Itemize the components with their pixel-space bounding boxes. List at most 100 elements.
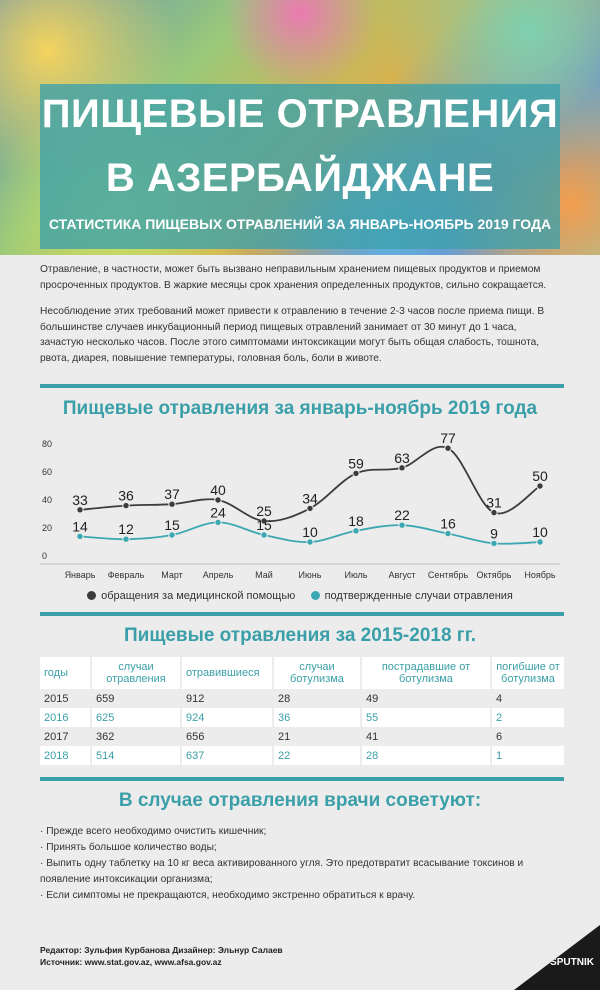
table-cell: 28 — [360, 746, 491, 765]
list-item: · Если симптомы не прекращаются, необход… — [40, 890, 416, 901]
data-label: 40 — [210, 482, 226, 498]
table-cell: 2017 — [40, 727, 91, 746]
divider-3 — [40, 777, 564, 781]
data-label: 33 — [72, 492, 88, 508]
table-cell: 4 — [490, 689, 564, 708]
data-label: 9 — [490, 525, 498, 541]
data-label: 16 — [440, 516, 456, 532]
list-item: · Выпить одну таблетку на 10 кг веса акт… — [40, 858, 524, 885]
data-label: 10 — [532, 524, 548, 540]
data-label: 34 — [302, 490, 318, 506]
table-cell: 924 — [180, 708, 273, 727]
table-row: 2018 514 637 22 28 1 — [40, 746, 564, 765]
data-point — [122, 535, 130, 543]
chart-title: Пищевые отравления за январь-ноябрь 2019… — [62, 398, 538, 419]
x-tick-label: Июнь — [299, 570, 322, 580]
list-item: · Прежде всего необходимо очистить кишеч… — [40, 826, 267, 837]
legend-dot-dark — [87, 591, 97, 600]
logo-text: SPUTNIK — [550, 957, 594, 968]
table-cell: 49 — [360, 689, 491, 708]
table-cell: 28 — [272, 689, 361, 708]
x-tick-label: Июль — [345, 570, 368, 580]
data-point — [398, 464, 406, 472]
data-point — [76, 506, 84, 514]
advice-list: · Прежде всего необходимо очистить кишеч… — [40, 824, 560, 904]
x-tick-label: Май — [255, 570, 273, 580]
table-cell: 656 — [180, 727, 273, 746]
table-title: Пищевые отравления за 2015-2018 гг. — [123, 625, 477, 646]
data-point — [444, 529, 452, 538]
y-tick-label: 80 — [42, 439, 52, 449]
header-banner: ПИЩЕВЫЕ ОТРАВЛЕНИЯ В АЗЕРБАЙДЖАНЕ СТАТИС… — [0, 0, 600, 255]
table-header-row: годы случаи отравления отравившиеся случ… — [40, 657, 564, 689]
data-point — [168, 500, 176, 508]
data-point — [260, 517, 268, 525]
data-point — [306, 504, 314, 513]
data-label: 59 — [348, 455, 364, 471]
data-label: 63 — [394, 450, 410, 466]
page-title-line2: В АЗЕРБАЙДЖАНЕ — [105, 156, 495, 200]
legend-label-1: обращения за медицинской помощью — [101, 590, 296, 602]
data-point — [352, 469, 360, 478]
col-header: погибшие от ботулизма — [490, 657, 564, 689]
data-point — [352, 527, 360, 535]
page-subtitle: СТАТИСТИКА ПИЩЕВЫХ ОТРАВЛЕНИЙ ЗА ЯНВАРЬ-… — [48, 216, 552, 232]
data-label: 15 — [256, 517, 272, 533]
data-point — [76, 532, 84, 541]
intro-paragraph-1: Отравление, в частности, может быть вызв… — [40, 264, 547, 291]
data-label: 10 — [302, 524, 318, 540]
data-label: 31 — [486, 495, 502, 511]
data-label: 50 — [532, 468, 548, 484]
data-label: 37 — [164, 486, 180, 502]
table-cell: 912 — [180, 689, 273, 708]
x-tick-label: Март — [161, 570, 183, 580]
divider-2 — [40, 612, 564, 616]
col-header: отравившиеся — [180, 657, 273, 689]
table-cell: 41 — [360, 727, 491, 746]
table-cell: 21 — [272, 727, 361, 746]
y-tick-label: 20 — [42, 523, 52, 533]
x-tick-label: Апрель — [203, 570, 234, 580]
x-tick-label: Январь — [65, 570, 96, 580]
y-tick-label: 0 — [42, 551, 47, 561]
table-row: 2017 362 656 21 41 6 — [40, 727, 564, 746]
header-band — [40, 84, 560, 249]
y-tick-label: 40 — [42, 495, 52, 505]
data-point — [444, 444, 452, 452]
data-point — [490, 539, 498, 548]
data-point — [490, 508, 498, 517]
col-header: случаи ботулизма — [272, 657, 361, 689]
list-item: · Принять большое количество воды; — [40, 842, 217, 853]
intro-paragraph-2: Несоблюдение этих требований может приве… — [40, 306, 545, 364]
table-row: 2016 625 924 36 55 2 — [40, 708, 564, 727]
data-label: 25 — [256, 503, 272, 519]
source-text: Источник: www.stat.gov.az, www.afsa.gov.… — [40, 957, 222, 967]
table-cell: 1 — [490, 746, 564, 765]
table-cell: 659 — [90, 689, 181, 708]
data-label: 18 — [348, 513, 364, 529]
credits-text: Редактор: Зульфия Курбанова Дизайнер: Эл… — [40, 945, 283, 955]
stats-table: годы случаи отравления отравившиеся случ… — [40, 657, 564, 765]
data-label: 36 — [118, 488, 134, 504]
advice-title: В случае отравления врачи советуют: — [118, 790, 482, 811]
table-cell: 55 — [360, 708, 491, 727]
data-label: 24 — [210, 504, 226, 520]
data-label: 77 — [440, 432, 456, 446]
data-label: 22 — [394, 507, 410, 523]
data-label: 14 — [72, 518, 88, 534]
data-point — [398, 521, 406, 529]
x-tick-label: Октябрь — [477, 570, 512, 580]
footer-credits: Редактор: Зульфия Курбанова Дизайнер: Эл… — [40, 944, 283, 968]
x-tick-label: Ноябрь — [524, 570, 556, 580]
data-point — [214, 496, 222, 504]
line-chart: 0 20 40 60 80 Январь Февраль Март Апрель Май Июнь И… — [40, 432, 560, 580]
table-cell: 514 — [90, 746, 181, 765]
data-label: 15 — [164, 517, 180, 533]
table-cell: 625 — [90, 708, 181, 727]
table-cell: 2016 — [40, 708, 91, 727]
x-tick-label: Февраль — [108, 570, 145, 580]
table-cell: 2018 — [40, 746, 91, 765]
chart-legend: обращения за медицинской помощью подтвер… — [0, 590, 600, 602]
y-tick-label: 60 — [42, 467, 52, 477]
data-point — [122, 501, 130, 510]
